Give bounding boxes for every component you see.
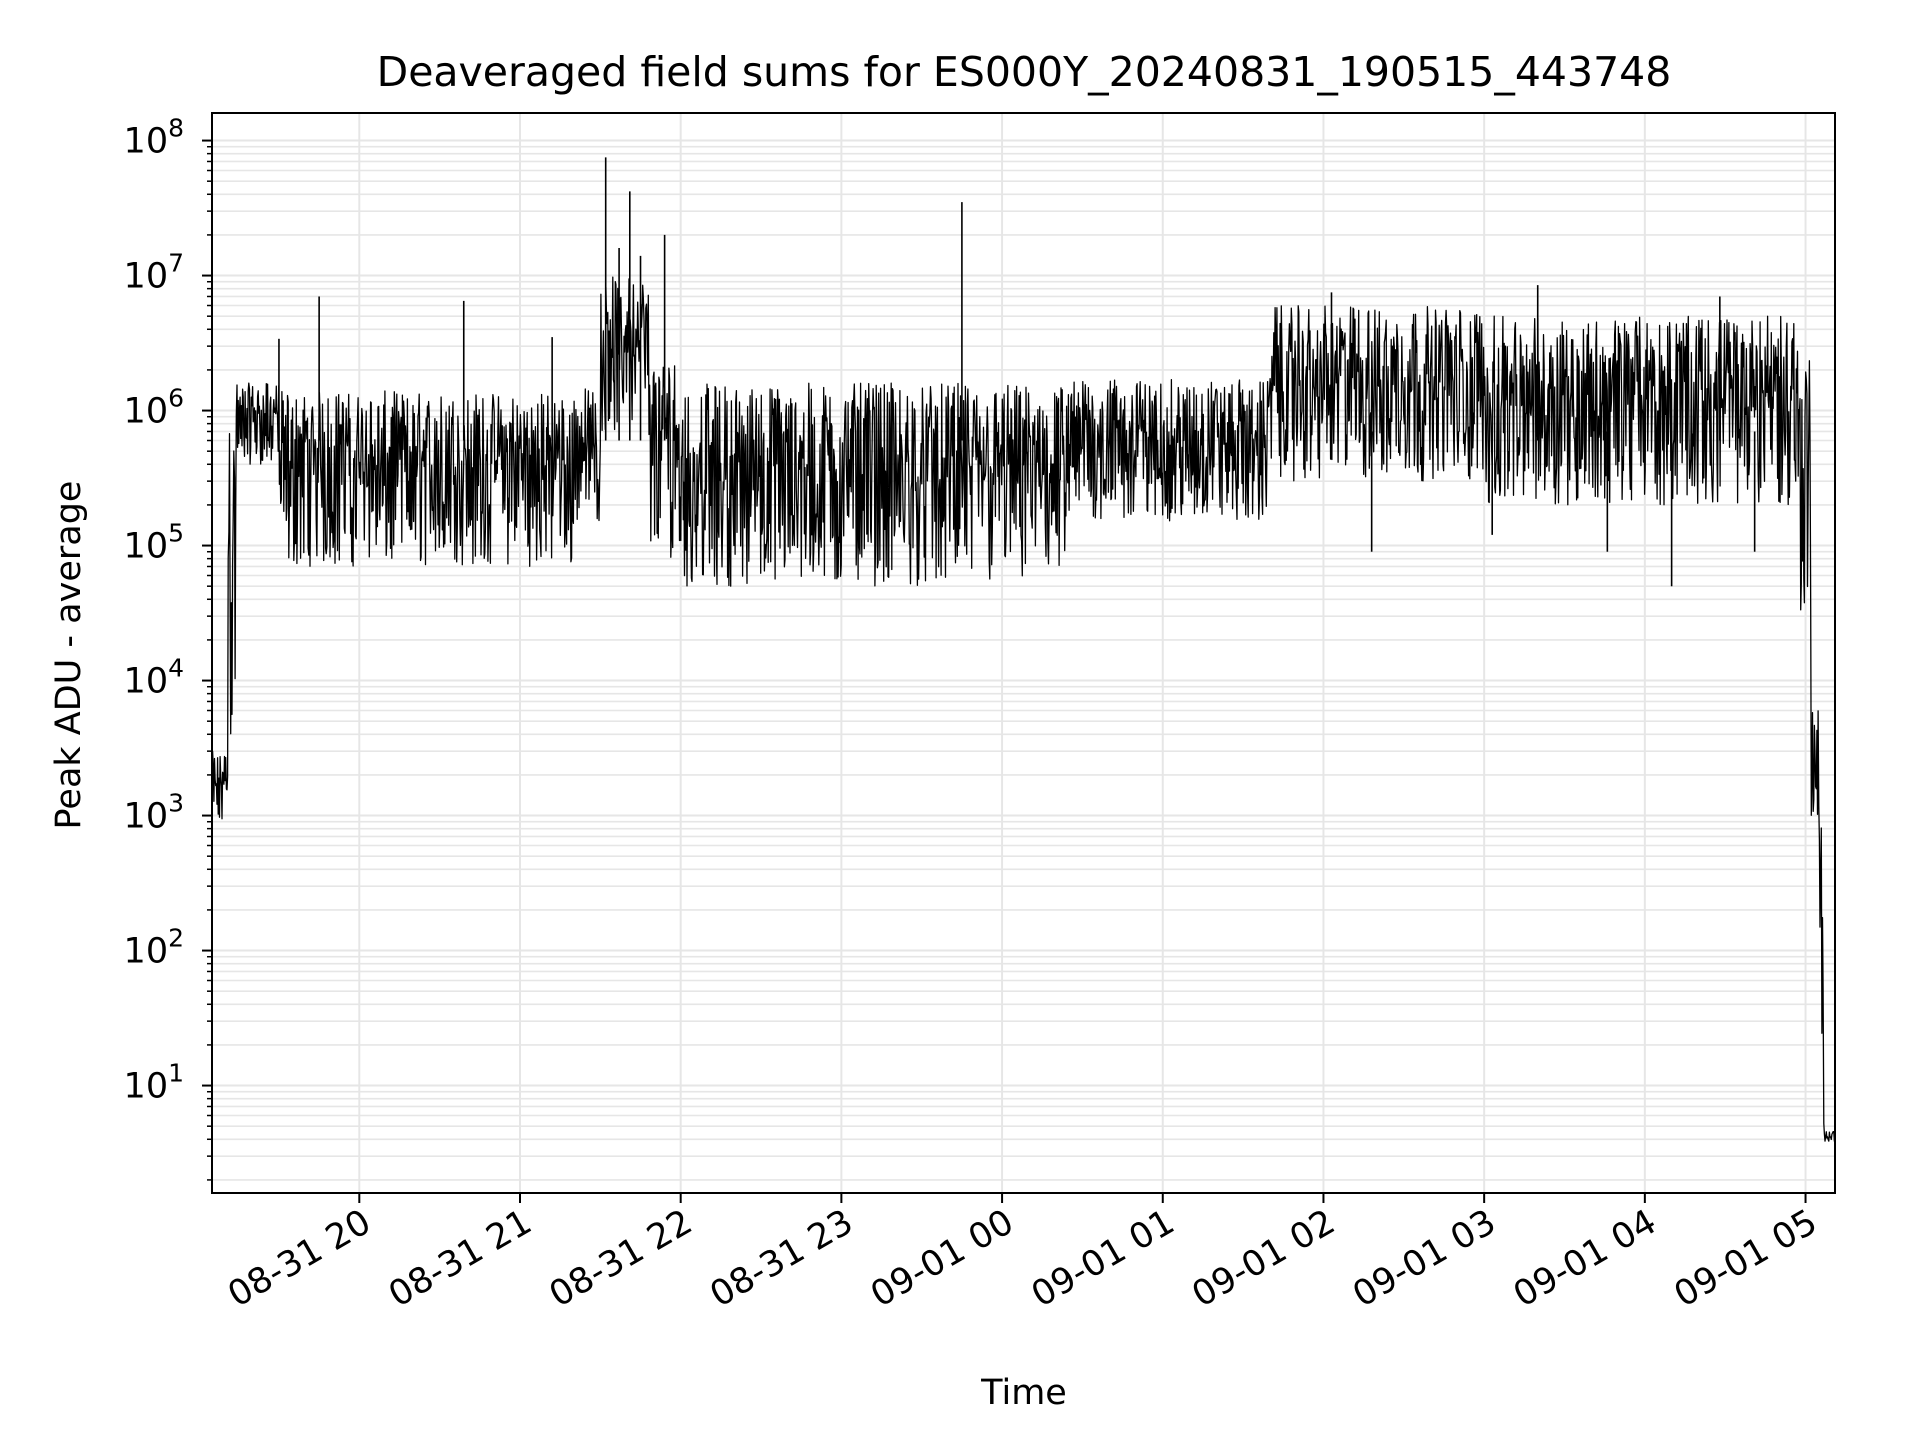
y-tick-label: 104	[124, 654, 184, 702]
y-tick-label-base: 10	[124, 1067, 169, 1107]
y-tick-label-base: 10	[124, 932, 169, 972]
y-tick-label: 106	[124, 384, 184, 432]
y-tick-label: 101	[124, 1059, 184, 1107]
series-line	[211, 157, 1836, 1142]
y-tick-label-base: 10	[124, 797, 169, 837]
series-trace	[211, 276, 1836, 1142]
y-tick-label-exponent: 5	[168, 519, 184, 548]
y-tick-label-exponent: 7	[168, 249, 184, 278]
y-tick-label-exponent: 8	[168, 114, 184, 143]
y-tick-label: 103	[124, 789, 184, 837]
y-tick-label-exponent: 6	[168, 384, 184, 413]
x-axis-label: Time	[980, 1373, 1067, 1413]
y-tick-label-base: 10	[124, 392, 169, 432]
y-tick-label: 105	[124, 519, 184, 567]
y-tick-label-base: 10	[124, 662, 169, 702]
y-tick-label-exponent: 3	[168, 789, 184, 818]
plot-frame	[211, 112, 1836, 1194]
y-tick-label-exponent: 1	[168, 1059, 184, 1088]
y-tick-label-exponent: 4	[168, 654, 184, 683]
y-tick-label: 107	[124, 249, 184, 297]
y-tick-label-base: 10	[124, 527, 169, 567]
y-tick-label-base: 10	[124, 257, 169, 297]
y-tick-label: 102	[124, 924, 184, 972]
y-tick-label-base: 10	[124, 122, 169, 162]
y-tick-label: 108	[124, 114, 184, 162]
y-tick-label-exponent: 2	[168, 924, 184, 953]
y-axis-label: Peak ADU - average	[49, 481, 89, 830]
chart-title: Deaveraged field sums for ES000Y_2024083…	[377, 48, 1672, 96]
grid	[212, 113, 1835, 1193]
